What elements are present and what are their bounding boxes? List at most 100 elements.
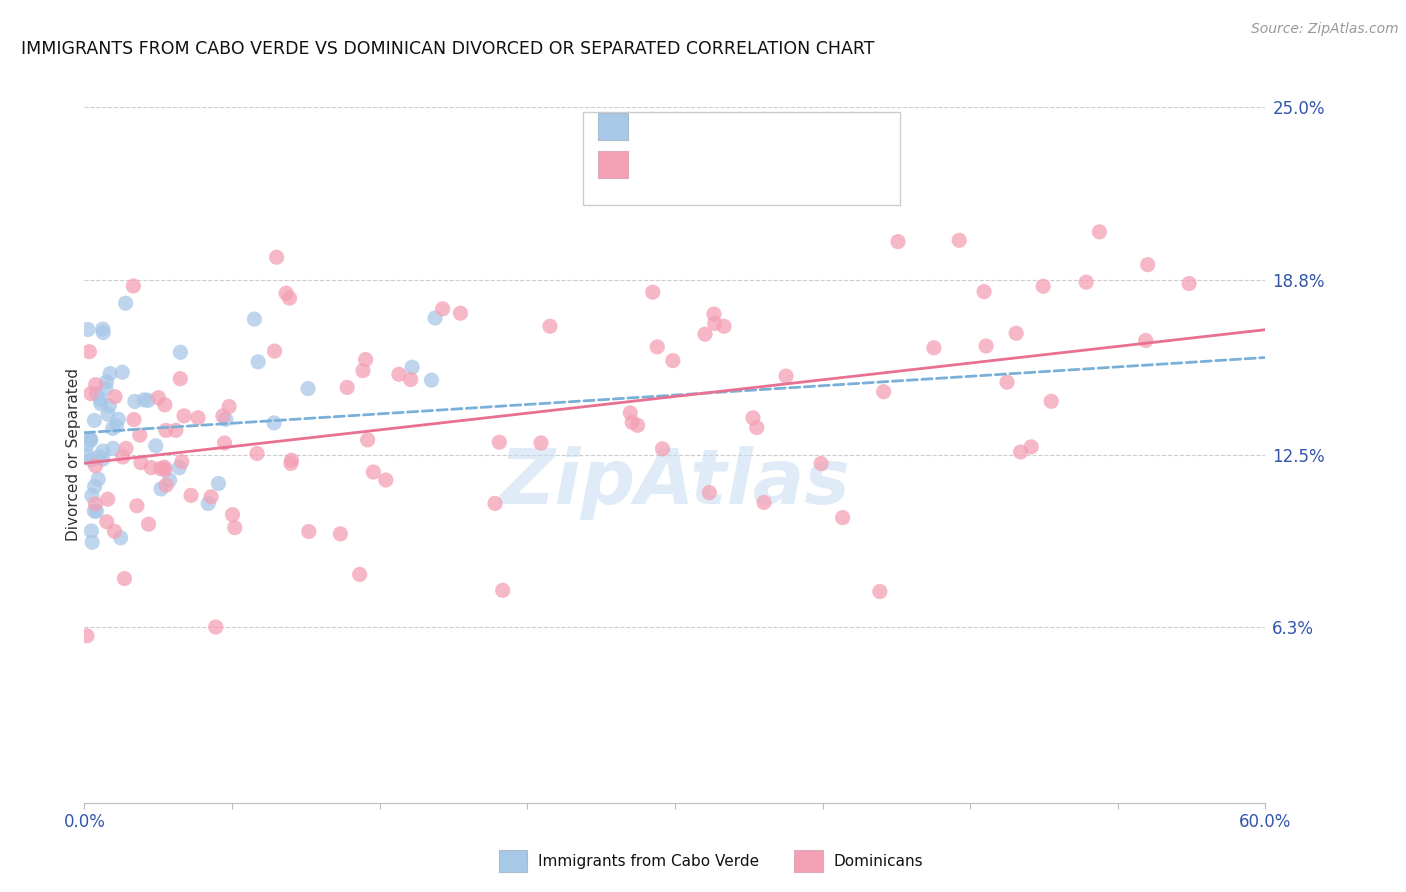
Point [703,307,725,321]
Point [693,327,716,342]
Point [122,412,145,426]
Point [218,400,240,414]
Point [388,368,411,382]
Point [80,524,103,538]
Point [91,326,114,340]
Point [80,386,103,401]
Text: R = 0.399: R = 0.399 [640,154,723,173]
Point [76,629,98,643]
Point [775,369,797,384]
Point [167,460,190,475]
Point [97,492,120,507]
Text: IMMIGRANTS FROM CABO VERDE VS DOMINICAN DIVORCED OR SEPARATED CORRELATION CHART: IMMIGRANTS FROM CABO VERDE VS DOMINICAN … [21,40,875,58]
Point [159,473,181,487]
Point [420,373,443,387]
Point [329,526,352,541]
Point [97,407,120,421]
Point [141,460,163,475]
Point [82,535,104,549]
Point [79,433,101,447]
Point [399,373,422,387]
Point [484,496,506,510]
Point [173,409,195,423]
Point [948,233,970,247]
Point [134,392,156,407]
Point [278,291,301,305]
Point [148,391,170,405]
Point [869,584,891,599]
Point [111,450,134,464]
Point [169,372,191,386]
Point [76,437,98,451]
Point [641,285,664,300]
Point [180,488,202,502]
Point [105,419,128,434]
Point [280,457,302,471]
Text: Source: ZipAtlas.com: Source: ZipAtlas.com [1251,22,1399,37]
Point [831,510,853,524]
Point [87,450,110,464]
Point [752,495,775,509]
Point [153,460,176,475]
Point [91,444,114,458]
Point [111,365,134,379]
Point [200,490,222,504]
Point [619,406,641,420]
Point [1032,279,1054,293]
Point [215,412,238,426]
Point [349,567,371,582]
Point [114,572,136,586]
Point [89,392,111,407]
Point [651,151,673,165]
Point [703,317,725,331]
Point [155,478,177,492]
Point [423,310,446,325]
Point [356,433,378,447]
Point [297,382,319,396]
Point [887,235,910,249]
Point [1076,275,1098,289]
Point [745,420,768,434]
Point [122,279,145,293]
Point [84,497,107,511]
Point [298,524,321,539]
Point [170,455,193,469]
Point [79,433,101,447]
Point [114,296,136,310]
Point [246,446,269,460]
Point [1178,277,1201,291]
Point [621,415,644,429]
Point [872,384,894,399]
Point [138,517,160,532]
Point [1019,440,1042,454]
Point [145,439,167,453]
Point [187,410,209,425]
Point [125,499,148,513]
Point [274,286,297,301]
Point [153,463,176,477]
Point [149,461,172,475]
Point [129,456,152,470]
Point [204,620,226,634]
Point [104,390,127,404]
Point [115,442,138,456]
Point [354,352,377,367]
Point [401,360,423,375]
Point [1136,258,1159,272]
Text: Dominicans: Dominicans [834,854,924,869]
Point [101,421,124,435]
Point [488,435,510,450]
Point [530,436,553,450]
Point [96,515,118,529]
Point [1088,225,1111,239]
Point [810,457,832,471]
Point [662,353,685,368]
Point [155,424,177,438]
Point [974,339,997,353]
Point [1040,394,1063,409]
Text: Immigrants from Cabo Verde: Immigrants from Cabo Verde [538,854,759,869]
Point [214,436,236,450]
Point [1005,326,1028,341]
Point [91,322,114,336]
Point [98,367,121,381]
